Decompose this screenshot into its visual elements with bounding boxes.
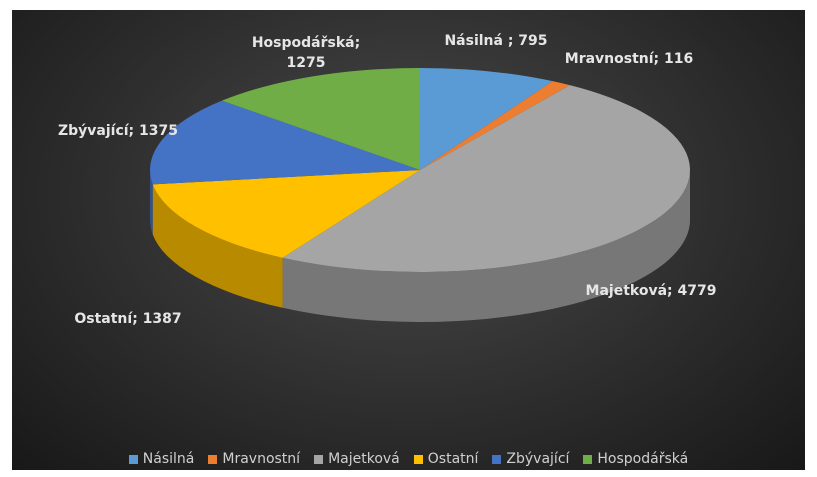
legend-swatch xyxy=(128,454,138,464)
legend-item: Násilná xyxy=(128,451,195,467)
slice-side xyxy=(150,170,153,235)
legend-swatch xyxy=(314,454,324,464)
legend-item: Hospodářská xyxy=(583,451,688,467)
slice xyxy=(420,81,570,170)
data-label: Mravnostní; 116 xyxy=(564,51,694,67)
legend-item: Mravnostní xyxy=(208,451,300,467)
legend-label: Hospodářská xyxy=(597,451,689,467)
legend-label: Mravnostní xyxy=(222,451,301,467)
data-label: Zbývající; 1375 xyxy=(57,123,179,139)
legend-label: Majetková xyxy=(328,451,400,467)
legend-item: Ostatní xyxy=(413,451,479,467)
slice xyxy=(221,68,420,170)
legend-swatch xyxy=(208,454,218,464)
slice xyxy=(282,85,690,272)
data-label: Ostatní; 1387 xyxy=(74,311,182,327)
legend-label: Ostatní xyxy=(427,451,479,467)
slice xyxy=(420,68,553,170)
data-label: Hospodářská; 1275 xyxy=(251,35,361,71)
slice xyxy=(152,170,420,258)
legend-swatch xyxy=(583,454,593,464)
legend-swatch xyxy=(492,454,502,464)
data-label: Majetková; 4779 xyxy=(585,283,717,299)
slice xyxy=(150,100,420,185)
legend-label: Zbývající xyxy=(506,451,570,467)
legend-swatch xyxy=(413,454,423,464)
slice-side xyxy=(282,170,690,322)
legend-item: Zbývající xyxy=(492,451,569,467)
legend-item: Majetková xyxy=(314,451,400,467)
legend: Násilná Mravnostní Majetková Ostatní Zbývají… xyxy=(0,451,817,467)
data-label: Násilná ; 795 xyxy=(444,33,548,49)
legend-label: Násilná xyxy=(142,451,195,467)
slice-side xyxy=(152,184,283,308)
